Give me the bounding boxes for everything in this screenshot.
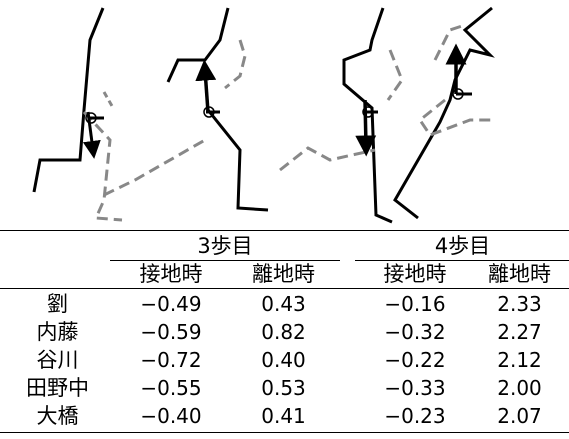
cell-step3-contact: −0.59 [140,320,202,344]
cell-step4-takeoff: 2.12 [497,348,542,372]
cell-step3-contact: −0.72 [140,348,202,372]
row-name: 劉 [47,292,68,316]
force-arrow [195,59,217,113]
group-underline-step3 [110,260,340,261]
leg-dashed [433,23,466,61]
cell-step4-takeoff: 2.00 [497,376,542,400]
sub-header-takeoff-step4: 離地時 [488,262,551,286]
leg-dashed [386,49,404,101]
leg-dashed [224,39,247,90]
cell-step4-takeoff: 2.33 [497,292,542,316]
joint-marker [362,106,374,118]
cell-step4-contact: −0.16 [384,292,446,316]
cell-step4-contact: −0.32 [384,320,446,344]
cell-step3-takeoff: 0.43 [261,292,306,316]
figure-panel-4 [393,6,495,220]
cell-step3-takeoff: 0.41 [261,404,306,428]
table-top-rule [0,230,569,231]
leg-dashed-2 [417,98,495,137]
leg-solid [342,7,393,224]
cell-step4-contact: −0.22 [384,348,446,372]
table-bottom-rule [0,432,569,433]
leg-solid [32,7,105,193]
trunk-dashed [102,91,114,107]
row-name: 田野中 [26,376,89,400]
row-name: 谷川 [36,348,79,372]
cell-step3-takeoff: 0.40 [261,348,306,372]
cell-step3-contact: −0.49 [140,292,202,316]
leg-dashed [82,110,123,222]
row-name: 大橋 [36,404,79,428]
cell-step4-takeoff: 2.27 [497,320,542,344]
cell-step4-contact: −0.33 [384,376,446,400]
header-bottom-rule [0,288,569,289]
cell-step3-contact: −0.55 [140,376,202,400]
figure-panel-2 [166,7,269,212]
leg-dashed-2 [103,138,206,197]
cell-step4-contact: −0.23 [384,404,446,428]
joint-marker [452,88,464,100]
cell-step3-takeoff: 0.82 [261,320,306,344]
row-name: 内藤 [36,320,79,344]
figure-panel-3 [279,7,404,224]
sub-header-contact-step3: 接地時 [139,262,203,286]
group-underline-step4 [355,260,569,261]
cell-step3-contact: −0.40 [140,404,202,428]
stick-figure-illustration [32,6,495,224]
figure-panel-1 [32,7,206,222]
sub-header-contact-step4: 接地時 [383,262,447,286]
cell-step3-takeoff: 0.53 [261,376,306,400]
group-header-step4: 4歩目 [434,234,491,258]
cell-step4-takeoff: 2.07 [497,404,542,428]
leg-solid-2 [206,109,269,212]
joint-marker [85,112,97,124]
group-header-step3: 3歩目 [197,234,253,258]
sub-header-takeoff-step3: 離地時 [252,262,315,286]
joint-marker [203,106,215,118]
